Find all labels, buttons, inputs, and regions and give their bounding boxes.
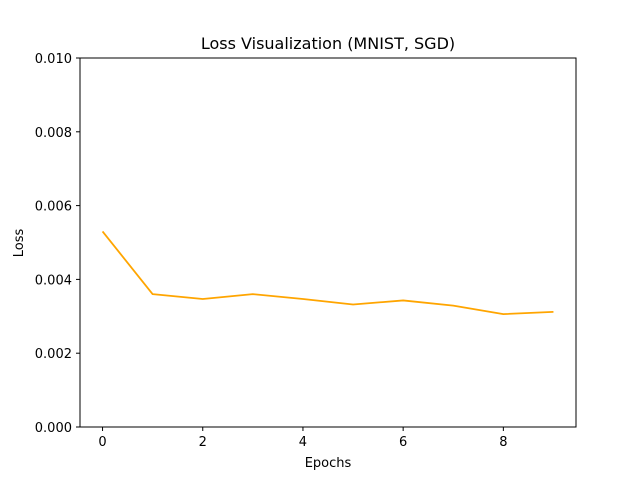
series-line <box>101 230 554 315</box>
y-tick-label: 0.010 <box>35 52 72 67</box>
y-tick-label: 0.002 <box>35 347 72 362</box>
y-axis: 0.000 0.002 0.004 0.006 0.008 0.010 <box>35 52 80 436</box>
plot-frame <box>79 57 577 428</box>
x-tick-label: 6 <box>399 435 407 450</box>
x-tick-label: 2 <box>199 435 207 450</box>
x-axis-label: Epochs <box>305 456 352 471</box>
x-tick-label: 0 <box>98 435 106 450</box>
x-axis: 0 2 4 6 8 <box>98 427 507 450</box>
x-tick-label: 4 <box>299 435 307 450</box>
y-tick-label: 0.004 <box>35 273 72 288</box>
chart-title: Loss Visualization (MNIST, SGD) <box>201 34 455 53</box>
y-tick-label: 0.006 <box>35 200 72 215</box>
plot-area <box>101 230 554 315</box>
y-tick-label: 0.008 <box>35 126 72 141</box>
x-tick-label: 8 <box>499 435 507 450</box>
y-tick-label: 0.000 <box>35 421 72 436</box>
y-axis-label: Loss <box>12 229 27 258</box>
